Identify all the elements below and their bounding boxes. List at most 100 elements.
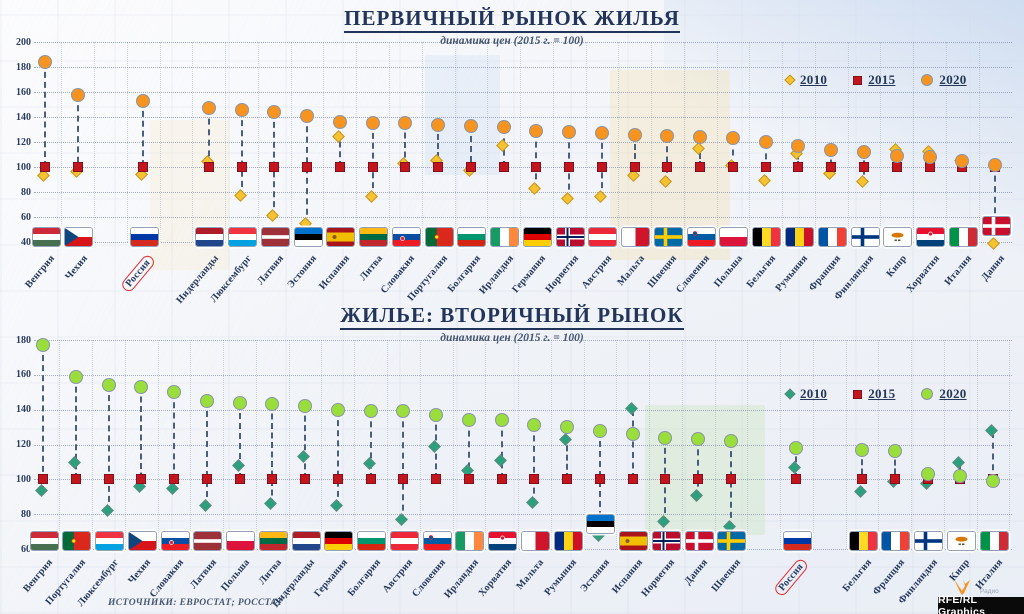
radio-brand-word: Радио <box>980 588 999 595</box>
marker-2020-circle <box>496 120 511 134</box>
marker-2015-square <box>236 162 247 172</box>
legend-item-2015: 2015 <box>853 72 895 88</box>
y-axis-tick-label: 80 <box>21 508 31 520</box>
marker-2015-square <box>300 474 311 485</box>
flag-lt-icon <box>258 531 288 551</box>
marker-2020-circle <box>300 108 315 123</box>
y-axis-tick-label: 160 <box>16 86 31 98</box>
gridline <box>34 409 1012 411</box>
flag-be-icon <box>752 227 782 247</box>
chart-legend: 2010 2015 2020 <box>784 72 967 88</box>
marker-2010-diamond <box>198 499 212 513</box>
source-note: ИСТОЧНИКИ: ЕВРОСТАТ; РОССТАТ <box>108 598 283 608</box>
connector-line <box>893 451 896 483</box>
flag-cz-icon <box>127 531 157 551</box>
marker-2020-circle <box>494 413 509 428</box>
gridline-vertical <box>782 42 784 242</box>
gridline-vertical <box>386 340 388 549</box>
gridline-vertical <box>323 42 325 242</box>
marker-2010-diamond <box>231 459 245 473</box>
flag-cy-icon <box>946 531 976 551</box>
flag-mt-icon <box>520 531 550 551</box>
flag-nl-icon <box>291 531 321 551</box>
marker-2020-circle <box>232 395 247 410</box>
gridline-vertical <box>749 42 751 242</box>
y-axis-tick-label: 60 <box>21 543 31 555</box>
y-axis-tick-label: 100 <box>16 473 31 485</box>
flag-si-icon <box>686 227 716 247</box>
legend-diamond-icon <box>784 74 796 86</box>
gridline-vertical <box>94 42 96 242</box>
country-label-se: Швеция <box>709 557 744 594</box>
gridline-vertical <box>845 340 847 549</box>
marker-2015-square <box>826 162 837 172</box>
y-axis-tick-label: 160 <box>16 369 31 381</box>
connector-line <box>631 409 634 480</box>
connector-line <box>992 432 995 482</box>
country-label-dk: Дания <box>979 253 1008 283</box>
marker-2020-circle <box>267 105 282 119</box>
chart-legend: 2010 2015 2020 <box>784 386 967 402</box>
marker-2020-circle <box>560 420 575 435</box>
marker-2015-square <box>40 162 50 172</box>
marker-2010-diamond <box>985 424 998 438</box>
legend-item-2020: 2020 <box>921 72 966 88</box>
gridline-vertical <box>747 340 749 549</box>
marker-2020-circle <box>660 128 675 143</box>
flag-lv-icon <box>193 531 223 551</box>
marker-2015-square <box>400 162 411 172</box>
gridline-vertical <box>1009 340 1011 549</box>
gridline-vertical <box>124 340 126 549</box>
marker-2015-square <box>889 474 900 485</box>
country-label-cz: Чехия <box>126 557 154 587</box>
marker-2010-diamond <box>624 401 638 415</box>
country-label-ro: Румыния <box>773 253 811 294</box>
marker-2010-diamond <box>395 513 409 526</box>
flag-si-icon <box>422 531 452 551</box>
marker-2010-diamond <box>987 236 1000 250</box>
gridline-vertical <box>487 42 489 242</box>
marker-2010-diamond <box>428 440 441 453</box>
marker-2020-circle <box>365 116 380 131</box>
legend-square-icon <box>853 389 863 399</box>
gridline <box>34 444 1012 446</box>
flag-ee-icon <box>293 227 323 247</box>
gridline <box>34 92 1012 93</box>
gridline-vertical <box>911 340 913 549</box>
marker-2020-circle <box>463 118 478 133</box>
gridline-vertical <box>257 42 259 242</box>
marker-2015-square <box>562 474 573 485</box>
country-label-dk: Дания <box>682 557 711 587</box>
chart2-title: ЖИЛЬЕ: ВТОРИЧНЫЙ РЫНОК <box>340 303 684 331</box>
marker-2015-square <box>529 474 540 485</box>
radio-liberty-torch-icon <box>954 579 970 595</box>
flag-be-icon <box>848 531 878 551</box>
gridline-vertical <box>649 340 651 549</box>
secondary-market-header: ЖИЛЬЕ: ВТОРИЧНЫЙ РЫНОК динамика цен (201… <box>0 303 1024 344</box>
marker-2010-diamond <box>67 455 81 469</box>
flag-ru-icon <box>129 227 159 247</box>
gridline-vertical <box>225 42 227 242</box>
gridline-vertical <box>290 42 292 242</box>
marker-2010-diamond <box>266 209 280 222</box>
gridline-vertical <box>452 340 454 549</box>
country-label-ee: Эстония <box>285 253 320 291</box>
marker-2020-circle <box>627 127 642 142</box>
gridline-vertical <box>59 340 61 549</box>
gridline-vertical <box>485 340 487 549</box>
marker-2020-circle <box>167 385 182 400</box>
gridline-vertical <box>454 42 456 242</box>
gridline-vertical <box>681 340 683 549</box>
marker-2015-square <box>433 162 444 172</box>
flag-fr-icon <box>817 227 847 247</box>
flag-es-icon <box>619 531 649 551</box>
marker-2010-diamond <box>757 174 771 187</box>
marker-2015-square <box>760 162 771 172</box>
country-label-hr: Хорватия <box>476 557 514 599</box>
flag-se-icon <box>717 531 747 551</box>
flag-lu-icon <box>228 227 258 247</box>
gridline-vertical <box>943 340 945 549</box>
marker-2010-diamond <box>854 485 867 499</box>
connector-line <box>42 345 44 492</box>
marker-2015-square <box>725 474 736 485</box>
